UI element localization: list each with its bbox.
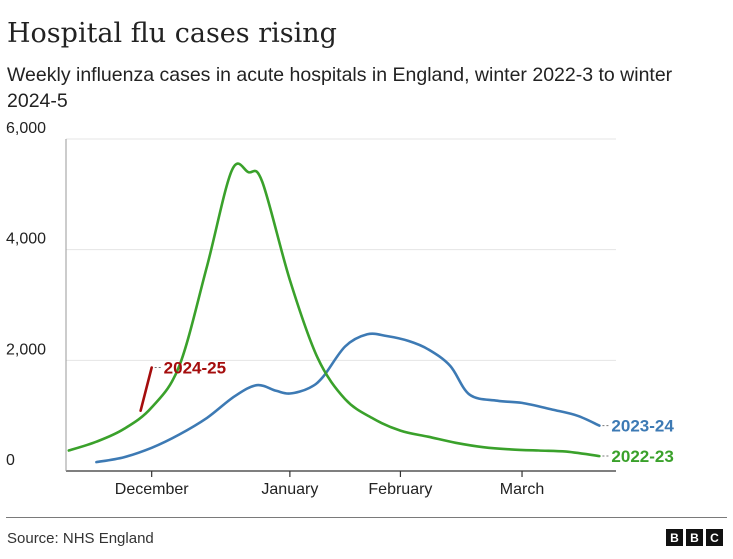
series-label-2023-24: 2023-24 — [611, 417, 674, 436]
series-line-2022-23 — [67, 162, 601, 458]
series-labels: 2022-23 2023-24 2024-25 — [154, 359, 674, 466]
series-label-2024-25: 2024-25 — [164, 359, 226, 378]
series-lines — [67, 162, 601, 464]
series-label-2022-23: 2022-23 — [611, 447, 673, 466]
x-tick-label: February — [368, 481, 432, 498]
y-tick-label: 4,000 — [6, 231, 46, 248]
bbc-logo: B B C — [666, 529, 723, 546]
logo-letter: B — [686, 529, 703, 546]
gridlines — [66, 138, 616, 472]
x-tick-label: January — [261, 481, 318, 498]
series-line-2023-24 — [95, 332, 601, 464]
footer-divider — [6, 517, 727, 518]
logo-letter: B — [666, 529, 683, 546]
y-tick-label: 6,000 — [6, 120, 46, 137]
chart-subtitle: Weekly influenza cases in acute hospital… — [7, 64, 673, 112]
source-note: Source: NHS England — [7, 530, 154, 547]
y-axis: 0 2,000 4,000 6,000 — [6, 120, 67, 471]
logo-letter: C — [706, 529, 723, 546]
line-chart: 0 2,000 4,000 6,000 December January February… — [6, 120, 674, 498]
y-tick-label: 2,000 — [6, 341, 46, 358]
y-tick-label: 0 — [6, 452, 15, 469]
series-line-2024-25 — [139, 366, 153, 412]
x-tick-label: December — [115, 481, 189, 498]
x-axis: December January February March — [115, 471, 544, 498]
x-tick-label: March — [500, 481, 544, 498]
chart-title: Hospital flu cases rising — [7, 18, 337, 49]
